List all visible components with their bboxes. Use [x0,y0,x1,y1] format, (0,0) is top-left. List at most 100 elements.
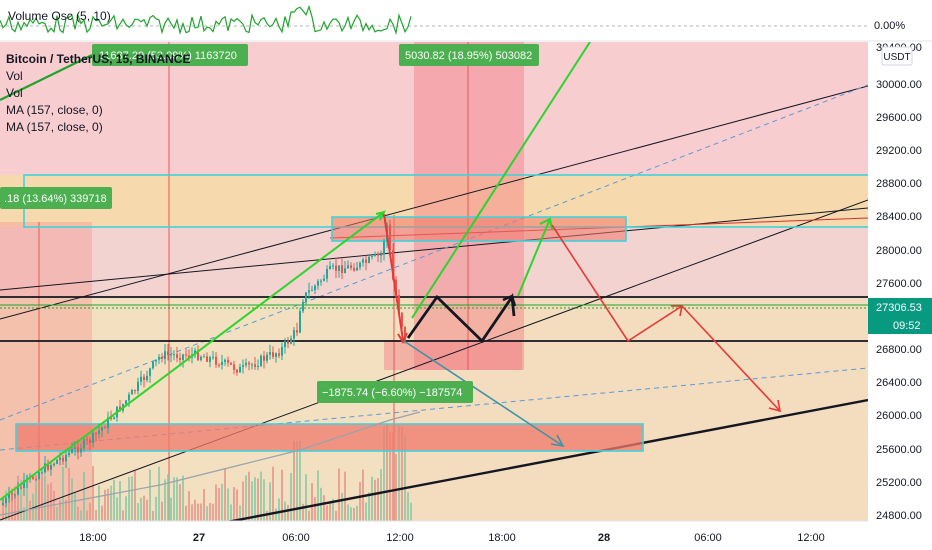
candle-body [47,463,49,470]
volume-bar [359,482,361,521]
candle-body [221,362,223,366]
time-tick-label: 18:00 [79,532,107,544]
time-axis[interactable]: 18:00 27 06:00 12:00 18:00 28 06:00 12:00 [0,520,932,550]
time-tick-label: 06:00 [694,532,722,544]
candle-body [365,259,367,263]
price-tick-label: 26000.00 [876,410,922,422]
volume-bar [317,470,319,521]
volume-bar [116,497,118,521]
volume-bar [293,441,295,521]
volume-bar [134,470,136,521]
volume-bar [278,498,280,521]
volume-bar [251,481,253,521]
volume-bar [395,453,397,521]
candle-body [266,354,268,361]
volume-bar [236,489,238,521]
volume-bar [131,476,133,521]
zones [15,174,868,452]
candle-body [392,250,394,280]
candle-body [260,355,262,366]
oscillator-line [0,4,412,36]
volume-bar [104,489,106,521]
measure-label-top-left: 11637.29 (53.09%) 1163720 [99,50,237,62]
volume-bar [299,441,301,521]
volume-bar [374,479,376,521]
candle-body [194,350,196,355]
candle-body [227,359,229,363]
candle-body [368,256,370,263]
candle-body [2,503,4,505]
volume-bar [314,497,316,521]
volume-bar [287,504,289,521]
candle-body [86,439,88,441]
volume-bar [191,504,193,521]
time-tick-label: 06:00 [282,532,310,544]
background-zones [0,42,868,521]
volume-bar [140,497,142,521]
volume-bar [341,492,343,521]
volume-bar [164,479,166,521]
candle-body [284,341,286,348]
candle-body [398,294,400,313]
candle-body [344,268,346,274]
candle-body [233,364,235,370]
candle-body [35,478,37,480]
candle-body [389,224,391,251]
candle-body [149,368,151,376]
candle-body [137,381,139,391]
price-tick-label: 30000.00 [876,79,922,91]
candle-body [68,452,70,455]
volume-bar [146,499,148,521]
candle-body [206,356,208,362]
volume-bar [326,505,328,521]
volume-bar [410,502,412,521]
candle-body [230,362,232,365]
volume-bar [95,509,97,521]
candle-body [20,487,22,489]
price-axis[interactable]: 30400.0030000.0029600.0029200.0028800.00… [868,20,932,522]
volume-bar [215,484,217,521]
volume-bar [41,475,43,521]
candle-body [242,365,244,367]
volume-bar [65,499,67,521]
price-tick-label: 28400.00 [876,211,922,223]
volume-bar [350,507,352,521]
price-tick-label: 26400.00 [876,377,922,389]
candle-body [317,281,319,286]
candle-body [212,356,214,358]
volume-bar [266,510,268,521]
candle-body [62,457,64,462]
candle-body [332,265,334,267]
volume-bar [377,478,379,521]
candle-body [89,439,91,443]
candle-body [38,472,40,480]
volume-bar [203,489,205,521]
volume-bar [110,485,112,521]
volume-bar [230,504,232,521]
candle-body [296,330,298,333]
volume-bar [197,503,199,521]
volume-bar [74,493,76,521]
volume-bar [212,503,214,521]
volume-bar [20,479,22,521]
volume-bar [53,490,55,521]
volume-bar [338,468,340,521]
legend-line: Vol [6,69,23,83]
volume-bar [38,492,40,521]
candle-body [146,375,148,381]
candle-body [155,359,157,362]
price-tick-label: 28800.00 [876,178,922,190]
candle-body [263,355,265,361]
candle-body [257,365,259,367]
candle-body [302,301,304,312]
countdown-label: 09:52 [893,320,921,332]
volume-bar [302,503,304,521]
volume-bar [185,505,187,521]
candle-body [167,351,169,355]
time-tick-label: 18:00 [488,532,516,544]
candle-body [143,376,145,381]
volume-bar [17,475,19,521]
volume-bar [59,500,61,521]
volume-bar [143,495,145,521]
